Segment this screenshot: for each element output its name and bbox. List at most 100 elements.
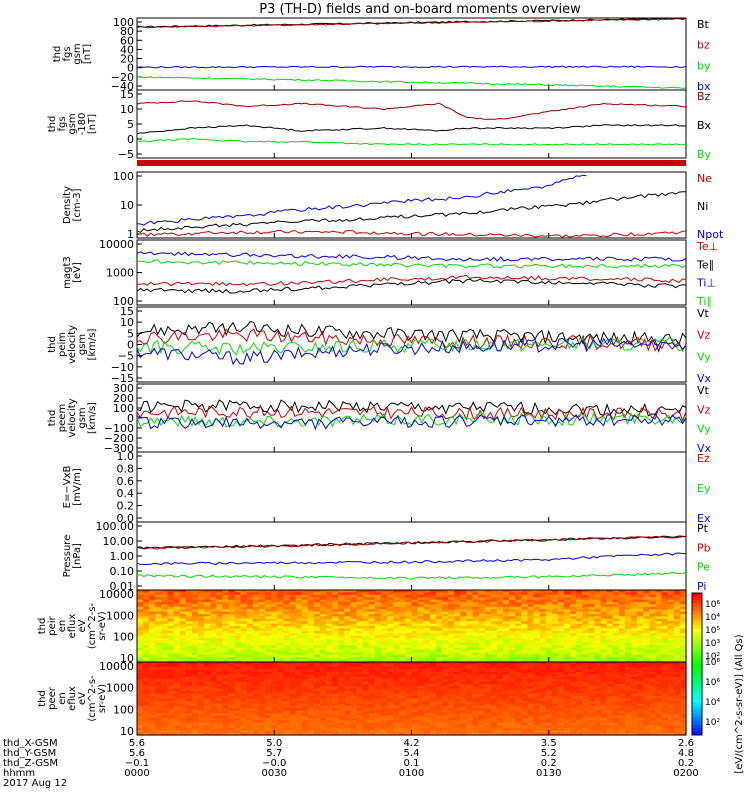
y-axis-label-line: fgs <box>62 46 73 61</box>
heatmap-cell <box>216 630 223 634</box>
heatmap-cell <box>210 732 217 736</box>
heatmap-cell <box>521 650 528 653</box>
heatmap-cell <box>417 609 425 613</box>
heatmap-cell <box>393 590 400 593</box>
heatmap-cell <box>496 710 504 714</box>
heatmap-cell <box>429 659 437 663</box>
heatmap-cell <box>381 705 388 709</box>
heatmap-cell <box>411 650 419 653</box>
heatmap-cell <box>679 642 687 646</box>
heatmap-cell <box>326 732 333 736</box>
heatmap-cell <box>246 679 254 682</box>
heatmap-cell <box>393 659 400 663</box>
heatmap-cell <box>557 623 565 627</box>
y-tick-label: 1.00 <box>110 550 135 563</box>
heatmap-cell <box>368 674 376 678</box>
heatmap-cell <box>332 688 339 692</box>
heatmap-cell <box>173 671 181 675</box>
heatmap-cell <box>503 671 510 675</box>
heatmap-cell <box>484 683 492 687</box>
heatmap-cell <box>137 657 144 661</box>
heatmap-cell <box>600 623 608 627</box>
heatmap-cell <box>600 616 608 620</box>
heatmap-cell <box>173 700 181 704</box>
heatmap-cell <box>600 626 608 629</box>
heatmap-cell <box>612 604 620 608</box>
heatmap-cell <box>625 647 632 651</box>
heatmap-cell <box>612 590 620 593</box>
heatmap-cell <box>234 652 242 656</box>
heatmap-cell <box>564 645 571 649</box>
heatmap-cell <box>234 700 242 704</box>
heatmap-cell <box>472 626 480 629</box>
heatmap-cell <box>417 722 425 726</box>
heatmap-cell <box>368 650 376 653</box>
heatmap-cell <box>667 647 675 651</box>
heatmap-cell <box>387 618 394 622</box>
heatmap-cell <box>252 722 260 726</box>
heatmap-cell <box>637 606 644 610</box>
heatmap-cell <box>490 623 498 627</box>
heatmap-cell <box>185 693 193 697</box>
heatmap-cell <box>515 688 522 692</box>
heatmap-cell <box>362 628 370 632</box>
heatmap-cell <box>295 611 303 615</box>
heatmap-cell <box>198 635 205 639</box>
heatmap-cell <box>655 602 663 605</box>
heatmap-cell <box>527 592 535 596</box>
heatmap-cell <box>368 638 376 641</box>
heatmap-cell <box>307 727 315 731</box>
heatmap-cell <box>338 645 345 649</box>
heatmap-cell <box>240 718 248 721</box>
heatmap-cell <box>521 720 528 724</box>
heatmap-cell <box>600 652 608 656</box>
heatmap-cell <box>448 715 455 719</box>
heatmap-cell <box>582 599 589 603</box>
heatmap-cell <box>460 626 467 629</box>
heatmap-cell <box>246 647 254 651</box>
heatmap-cell <box>234 659 242 663</box>
heatmap-cell <box>405 626 413 629</box>
heatmap-cell <box>356 732 364 736</box>
heatmap-cell <box>173 659 181 663</box>
heatmap-cell <box>283 654 291 658</box>
heatmap-cell <box>368 705 376 709</box>
heatmap-cell <box>490 635 498 639</box>
heatmap-cell <box>356 698 364 702</box>
heatmap-cell <box>539 628 547 632</box>
heatmap-cell <box>234 616 242 620</box>
heatmap-cell <box>271 696 278 700</box>
heatmap-cell <box>521 718 528 721</box>
heatmap-cell <box>185 599 193 603</box>
heatmap-cell <box>472 669 480 673</box>
heatmap-cell <box>210 683 217 687</box>
heatmap-cell <box>252 611 260 615</box>
heatmap-cell <box>612 638 620 641</box>
heatmap-cell <box>515 664 522 668</box>
heatmap-cell <box>277 710 284 714</box>
heatmap-cell <box>185 715 193 719</box>
heatmap-cell <box>265 718 272 721</box>
heatmap-cell <box>405 683 413 687</box>
heatmap-cell <box>313 705 321 709</box>
heatmap-cell <box>198 638 205 641</box>
heatmap-cell <box>661 614 669 617</box>
heatmap-cell <box>362 623 370 627</box>
heatmap-cell <box>399 594 406 598</box>
heatmap-cell <box>417 683 425 687</box>
heatmap-cell <box>618 659 626 663</box>
heatmap-cell <box>338 647 345 651</box>
heatmap-cell <box>326 645 333 649</box>
heatmap-cell <box>362 654 370 658</box>
heatmap-cell <box>252 621 260 625</box>
heatmap-cell <box>210 614 217 617</box>
heatmap-cell <box>185 662 193 665</box>
heatmap-cell <box>490 732 498 736</box>
y-tick-label: −300 <box>104 442 134 455</box>
heatmap-cell <box>179 664 187 668</box>
heatmap-cell <box>240 616 248 620</box>
heatmap-cell <box>429 669 437 673</box>
heatmap-cell <box>643 616 650 620</box>
heatmap-cell <box>216 659 223 663</box>
heatmap-cell <box>545 640 553 644</box>
